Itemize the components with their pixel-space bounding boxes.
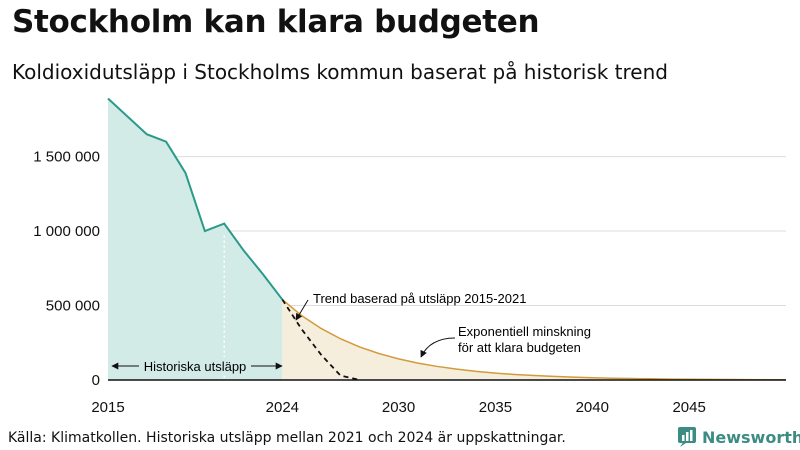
x-tick-label: 2035 <box>479 399 512 416</box>
chart-title: Stockholm kan klara budgeten <box>12 4 540 40</box>
historical-line <box>107 97 284 301</box>
newsworthy-logo: Newsworthy <box>678 427 800 447</box>
historical-area <box>108 98 283 380</box>
budget-label-line2: för att klara budgeten <box>458 340 581 355</box>
annotations: Historiska utsläpp Trend baserad på utsl… <box>111 291 591 375</box>
newsworthy-logo-icon <box>678 427 696 447</box>
budget-area <box>282 299 786 380</box>
trend-pointer <box>295 299 309 321</box>
budget-label-line1: Exponentiell minskning <box>458 324 591 339</box>
trend-label: Trend baserad på utsläpp 2015-2021 <box>313 291 526 306</box>
budget-pointer <box>420 337 456 358</box>
y-tick-label: 0 <box>92 372 100 389</box>
chart-subtitle: Koldioxidutsläpp i Stockholms kommun bas… <box>12 60 668 84</box>
x-tick-label: 2045 <box>672 399 705 416</box>
historical-label: Historiska utsläpp <box>144 359 247 374</box>
source-note: Källa: Klimatkollen. Historiska utsläpp … <box>8 430 566 446</box>
axes: 0 500 000 1 000 000 1 500 000 2015 2024 2030 20… <box>33 149 786 416</box>
trend-line <box>281 299 361 381</box>
x-tick-label: 2015 <box>91 399 124 416</box>
historical-label-bg <box>139 357 251 375</box>
area-fills <box>108 98 786 380</box>
x-tick-label: 2030 <box>382 399 415 416</box>
y-tick-label: 1 500 000 <box>33 149 100 166</box>
y-tick-label: 1 000 000 <box>33 223 100 240</box>
newsworthy-logo-text: Newsworthy <box>702 427 800 447</box>
x-tick-label: 2040 <box>576 399 609 416</box>
x-tick-label: 2024 <box>266 399 299 416</box>
y-tick-label: 500 000 <box>46 298 100 315</box>
